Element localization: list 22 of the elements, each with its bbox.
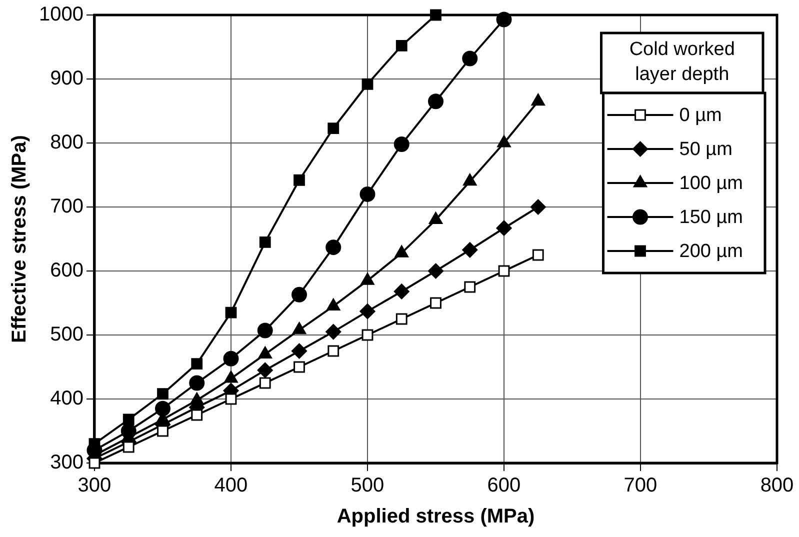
y-tick-label: 300 — [50, 452, 84, 474]
y-tick-label: 700 — [50, 196, 84, 218]
x-tick-label: 800 — [760, 474, 794, 497]
x-tick-label: 600 — [487, 474, 521, 497]
y-tick-label: 900 — [50, 68, 84, 90]
x-tick-label: 700 — [624, 474, 658, 497]
y-tick-label: 500 — [50, 324, 84, 346]
y-tick-label: 400 — [50, 388, 84, 410]
x-axis-title: Applied stress (MPa) — [336, 506, 535, 528]
legend-label: 100 µm — [679, 173, 744, 194]
legend-title: Cold worked layer depth — [629, 39, 735, 86]
x-tick-label: 400 — [214, 474, 248, 497]
x-tick-label: 500 — [350, 474, 384, 497]
legend-label: 0 µm — [679, 105, 722, 126]
y-axis-title: Effective stress (MPa) — [8, 135, 31, 343]
legend-label: 150 µm — [679, 207, 744, 228]
legend-label: 50 µm — [679, 139, 732, 160]
y-tick-label: 800 — [50, 132, 84, 154]
x-tick-label: 300 — [78, 474, 112, 497]
y-tick-label: 1000 — [38, 4, 84, 26]
legend-label: 200 µm — [679, 241, 744, 262]
y-tick-label: 600 — [50, 260, 84, 282]
